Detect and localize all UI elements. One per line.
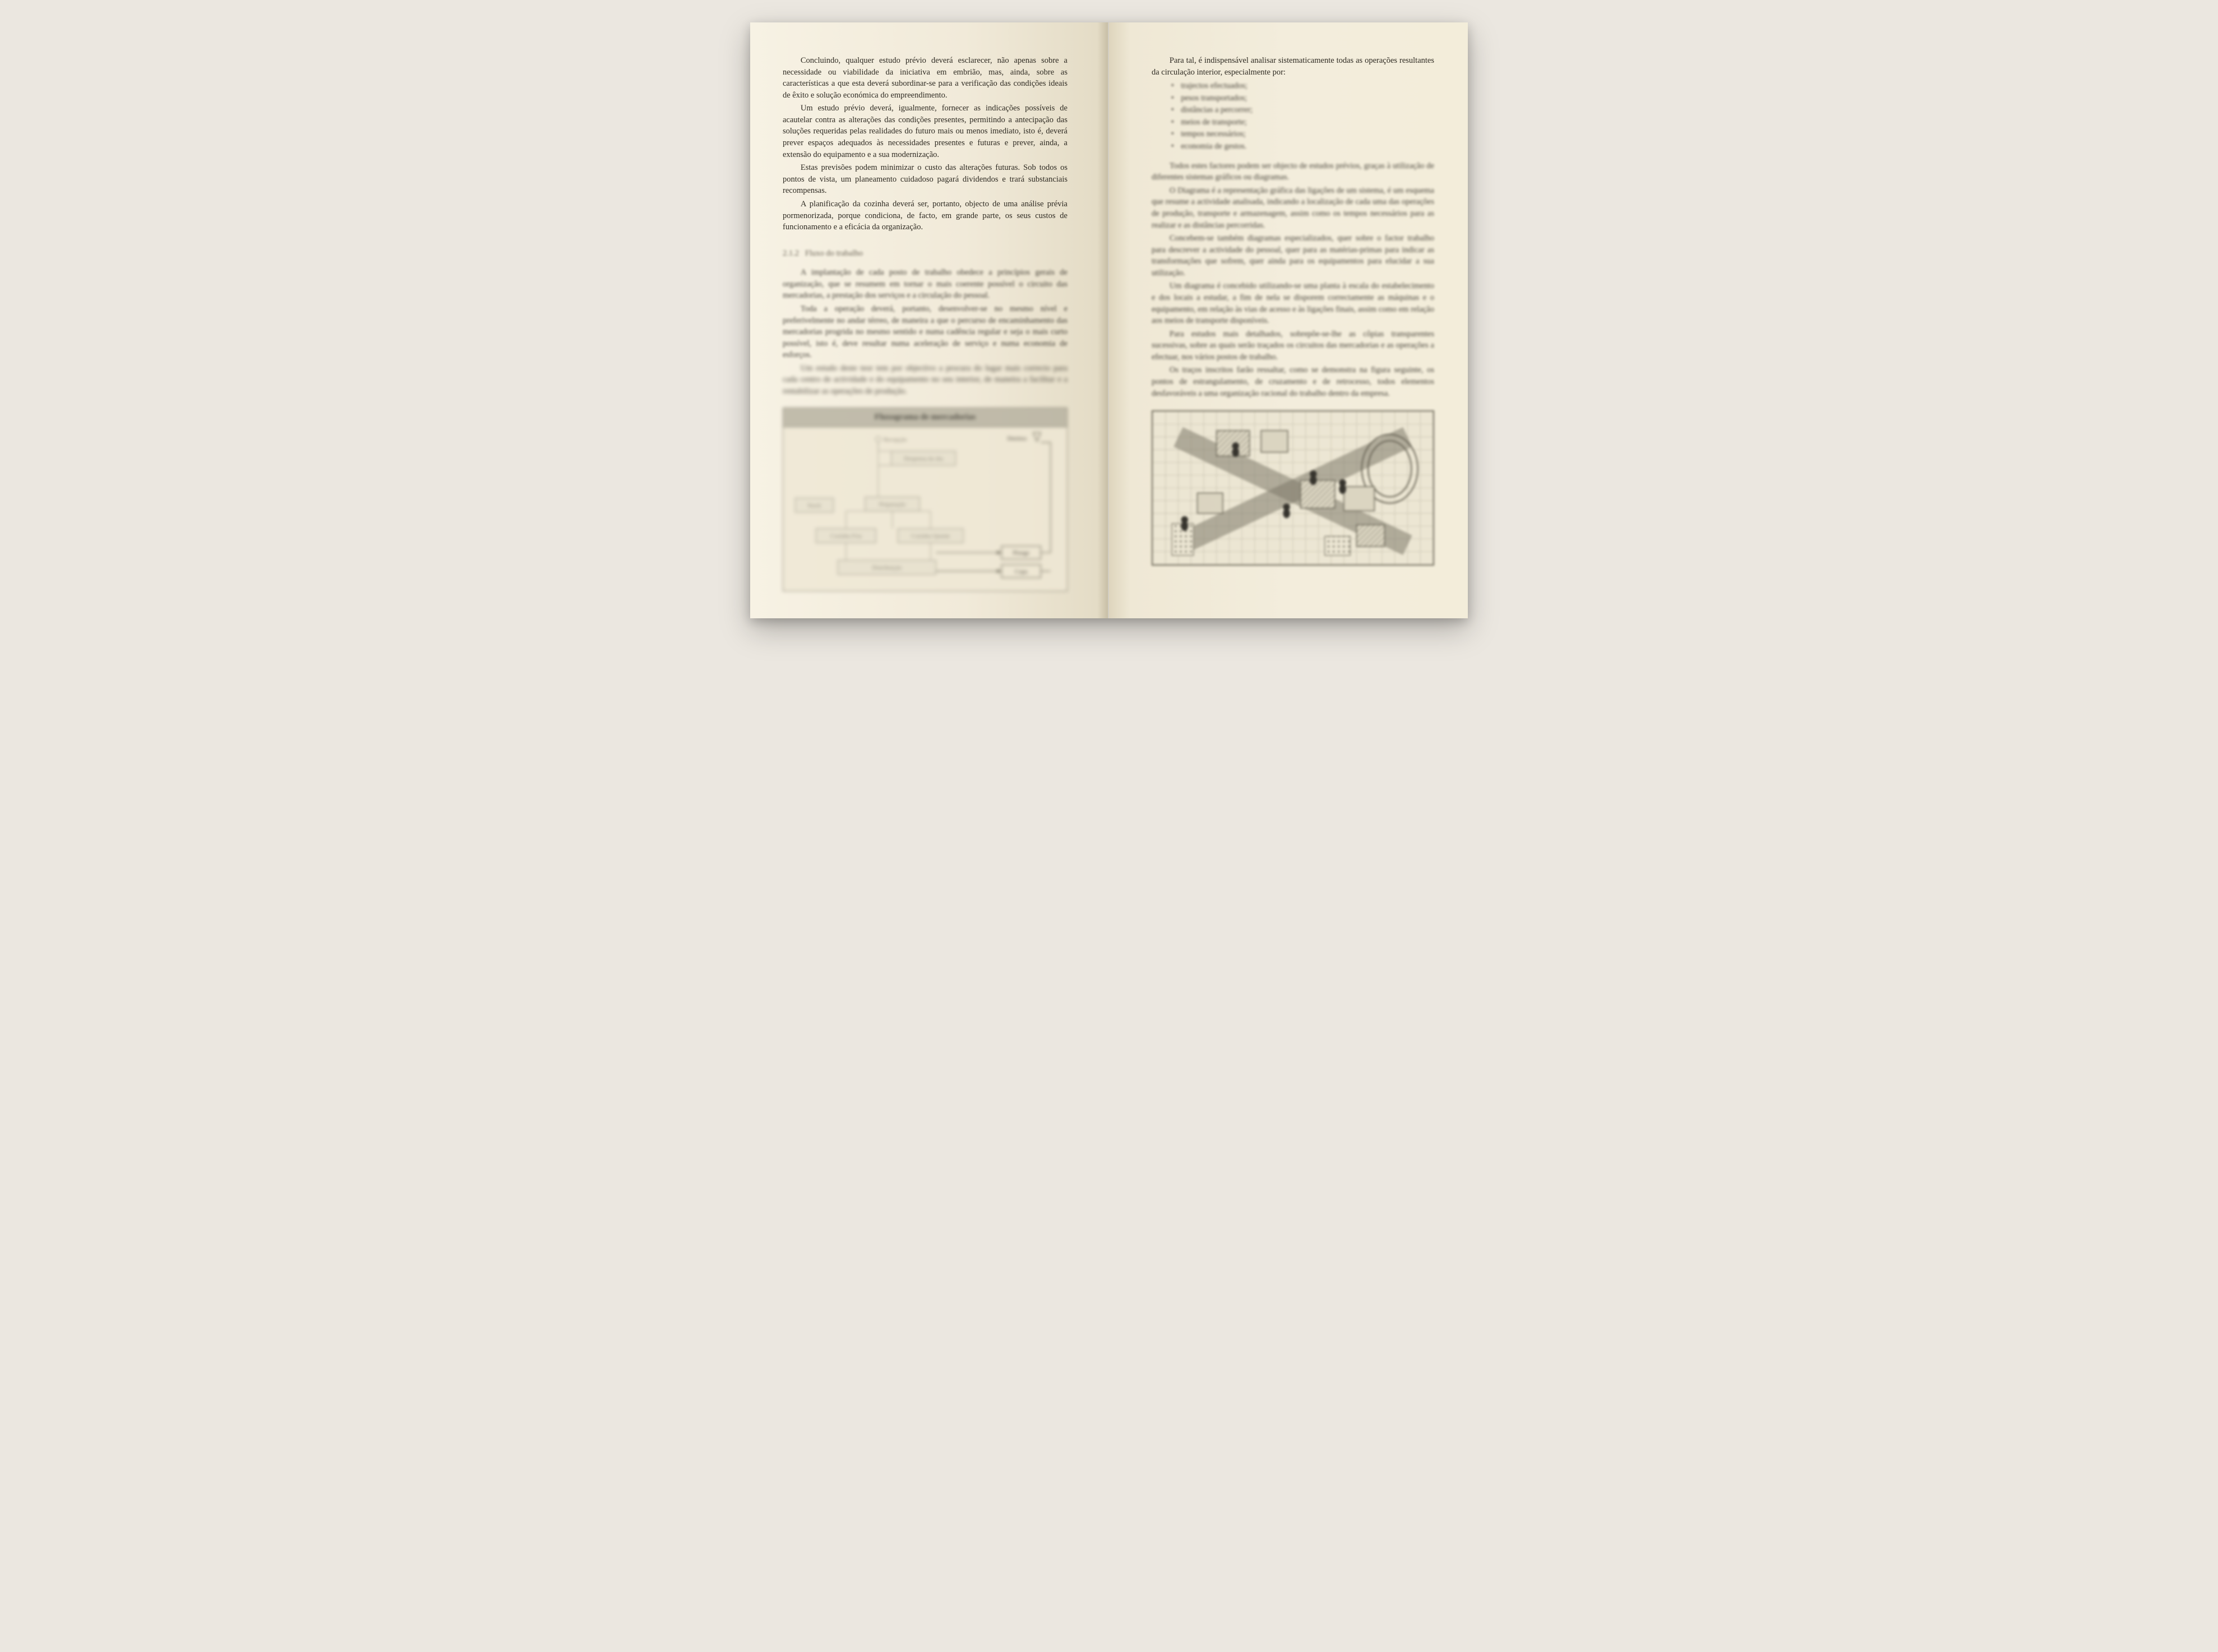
left-para-4: A planificação da cozinha deverá ser, po…: [783, 198, 1068, 233]
flowchart-title: Fluxograma de mercadorias: [783, 408, 1067, 427]
bullet-item: meios de transporte;: [1181, 117, 1434, 128]
left-para2-2: Toda a operação deverá, portanto, desenv…: [783, 303, 1068, 361]
desk-background: Concluindo, qualquer estudo prévio dever…: [0, 0, 2218, 1652]
flowchart-figure: Fluxograma de mercadorias Detritos Recep…: [783, 408, 1068, 591]
bullet-list: trajectos efectuados; pesos transportado…: [1152, 80, 1434, 152]
left-para-2: Um estudo prévio deverá, igualmente, for…: [783, 103, 1068, 160]
right-para-1: Todos estes factores podem ser objecto d…: [1152, 160, 1434, 183]
left-para2-1: A implantação de cada posto de trabalho …: [783, 267, 1068, 302]
right-page: Para tal, é indispensável analisar siste…: [1109, 22, 1468, 618]
right-para-3: Concebem-se também diagramas especializa…: [1152, 233, 1434, 279]
bullet-item: pesos transportados;: [1181, 92, 1434, 104]
left-para-1: Concluindo, qualquer estudo prévio dever…: [783, 55, 1068, 101]
bullet-item: trajectos efectuados;: [1181, 80, 1434, 92]
flow-edge: [878, 442, 891, 497]
flow-edge: [846, 511, 931, 529]
right-intro: Para tal, é indispensável analisar siste…: [1152, 55, 1434, 78]
bullet-item: distâncias a percorrer;: [1181, 104, 1434, 116]
layout-diagram: [1152, 410, 1434, 566]
flow-text-distribuicao: Distribuição: [872, 564, 902, 571]
layout-diagram-svg: [1153, 411, 1433, 564]
right-para-6: Os traços inscritos farão ressaltar, com…: [1152, 364, 1434, 399]
flow-edge-detritos: [1041, 442, 1051, 553]
left-page: Concluindo, qualquer estudo prévio dever…: [750, 22, 1109, 618]
right-para-5: Para estudos mais detalhados, sobrepõe-s…: [1152, 328, 1434, 363]
right-para-2: O Diagrama é a representação gráfica das…: [1152, 185, 1434, 231]
section-heading: 2.1.2 Fluxo do trabalho: [783, 248, 1068, 260]
flow-label-recepcao: Recepção: [884, 436, 907, 443]
bullet-item: tempos necessários;: [1181, 128, 1434, 140]
flow-text-preparacao: Preparação: [879, 501, 905, 508]
left-para-3: Estas previsões podem minimizar o custo …: [783, 162, 1068, 197]
triangle-icon: [1033, 433, 1041, 442]
left-para2-3: Um estudo deste teor tem por objectivo a…: [783, 363, 1068, 397]
section-number: 2.1.2: [783, 249, 799, 258]
flow-text-copa: Copa: [1015, 568, 1028, 575]
flow-text-cozinha-quente: Cozinha Quente: [911, 533, 950, 539]
section-title-text: Fluxo do trabalho: [805, 249, 863, 258]
right-para-4: Um diagrama é concebido utilizando-se um…: [1152, 280, 1434, 326]
flow-label-detritos: Detritos: [1008, 435, 1027, 442]
flow-text-cozinha-fria: Cozinha Fria: [830, 533, 862, 539]
open-book: Concluindo, qualquer estudo prévio dever…: [750, 22, 1468, 618]
flow-edge: [846, 543, 931, 560]
bullet-item: economia de gestos.: [1181, 141, 1434, 152]
flow-start-circle: [875, 436, 881, 442]
flow-text-despensa: Despensa do dia: [904, 455, 943, 462]
flow-text-plonge: Plonge: [1013, 550, 1029, 557]
flow-text-stock: Stock: [807, 502, 821, 509]
flowchart-svg: Detritos Recepção Despensa do dia Stock …: [783, 427, 1067, 591]
